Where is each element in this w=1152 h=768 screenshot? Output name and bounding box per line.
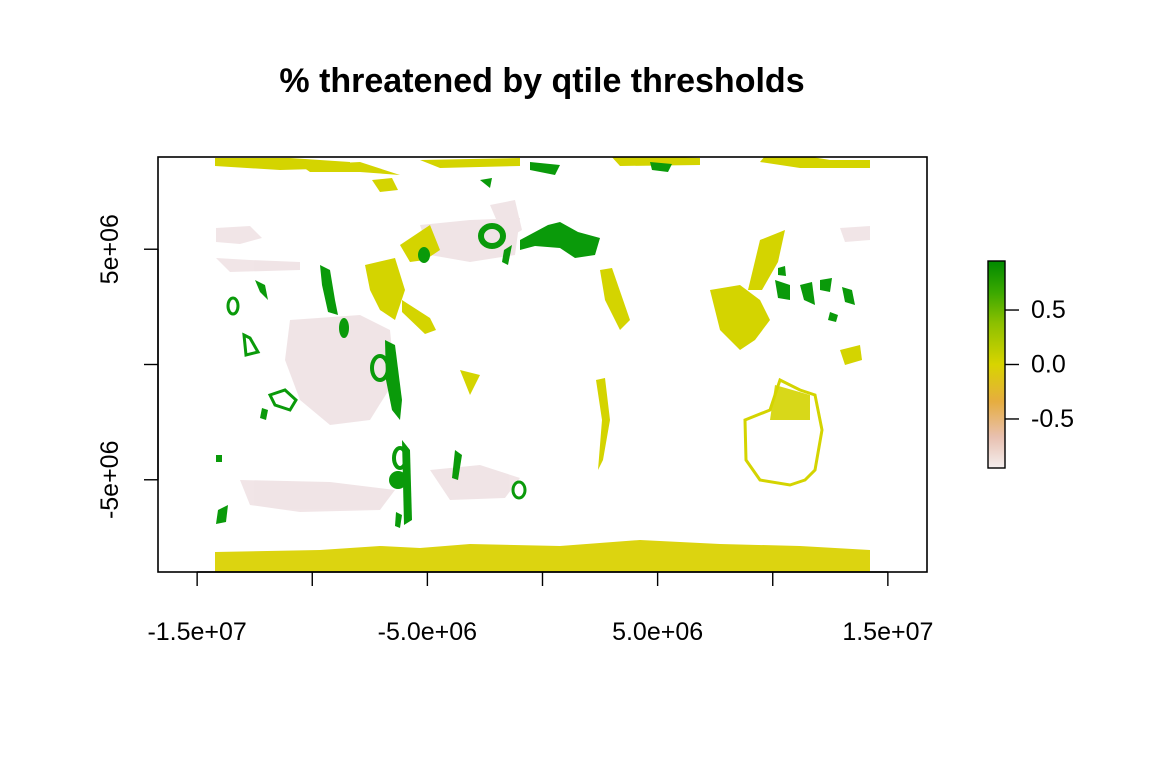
- y-tick-label: 5e+06: [96, 214, 124, 284]
- pink-regions: [216, 200, 870, 512]
- x-axis: -1.5e+07 -5.0e+06 5.0e+06 1.5e+07: [147, 571, 933, 646]
- legend-tick-label: 0.5: [1031, 296, 1066, 324]
- yellow-regions: [215, 157, 870, 565]
- legend-colorbar: 0.5 0.0 -0.5: [987, 260, 1074, 469]
- legend-ticks: 0.5 0.0 -0.5: [1005, 296, 1074, 433]
- legend-tick-label: 0.0: [1031, 351, 1066, 379]
- legend-tick-label: -0.5: [1031, 405, 1074, 433]
- plot-frame: [157, 156, 928, 573]
- y-tick-label: -5e+06: [96, 441, 124, 520]
- x-tick-label: -1.5e+07: [147, 618, 246, 646]
- antarctica-band: [215, 540, 870, 572]
- green-regions: [216, 162, 855, 528]
- x-tick-label: -5.0e+06: [378, 618, 477, 646]
- raster-layer: [215, 157, 870, 572]
- x-tick-label: 1.5e+07: [842, 618, 933, 646]
- x-tick-label: 5.0e+06: [612, 618, 703, 646]
- map-title: % threatened by qtile thresholds: [279, 62, 804, 100]
- y-axis: 5e+06 -5e+06: [96, 214, 159, 520]
- legend-bar: [987, 260, 1006, 469]
